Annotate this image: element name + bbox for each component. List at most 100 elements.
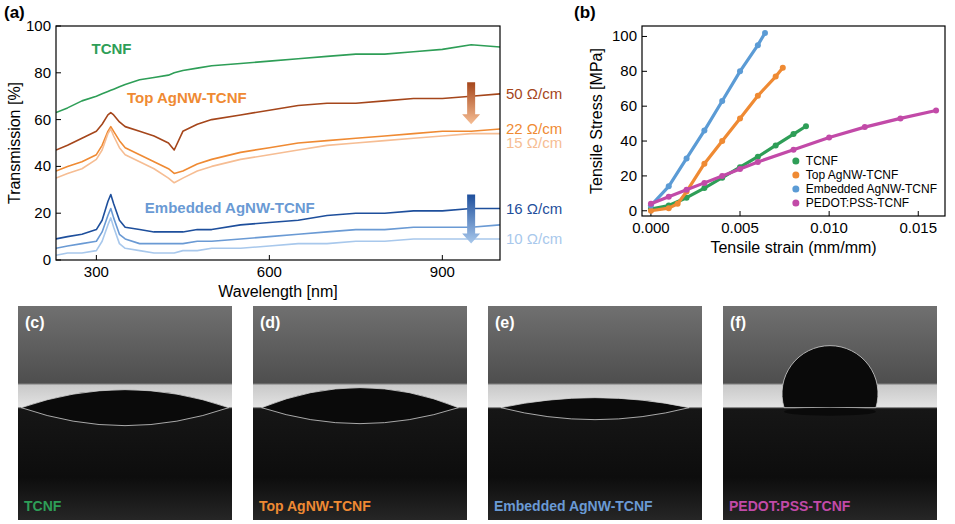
- x-tick-label: 600: [257, 263, 282, 280]
- y-tick-label: 0: [43, 251, 51, 268]
- chart-panel: (b)0.0000.0050.0100.015020406080100Tensi…: [574, 3, 945, 256]
- x-tick: [829, 211, 830, 216]
- y-tick: [56, 166, 61, 167]
- data-point: [773, 142, 779, 148]
- photo-background: [488, 306, 702, 520]
- photo-image: [18, 306, 232, 520]
- y-tick-label: 60: [34, 111, 51, 128]
- droplet: [262, 388, 459, 424]
- data-point: [648, 201, 654, 207]
- figure: (a)300600900020406080100Wavelength [nm]T…: [0, 0, 955, 524]
- legend: TCNFTop AgNW-TCNFEmbedded AgNW-TCNFPEDOT…: [792, 154, 937, 210]
- x-tick: [918, 211, 919, 216]
- y-tick: [642, 71, 647, 72]
- y-tick-label: 100: [26, 17, 51, 34]
- photo-background: [253, 306, 467, 520]
- series-line: [56, 218, 500, 255]
- data-point: [684, 187, 690, 193]
- x-tick-label: 300: [84, 263, 109, 280]
- series-line: [651, 111, 936, 204]
- x-tick: [442, 255, 443, 260]
- legend-marker: [792, 172, 799, 179]
- panel-label: (e): [495, 314, 515, 331]
- legend-marker: [792, 158, 799, 165]
- y-tick: [56, 72, 61, 73]
- y-tick-label: 80: [34, 64, 51, 81]
- y-tick-label: 60: [620, 97, 637, 114]
- y-tick-label: 100: [612, 27, 637, 44]
- data-point: [755, 159, 761, 165]
- panel-label: (b): [574, 3, 596, 22]
- y-tick: [642, 210, 647, 211]
- x-axis-title: Tensile strain (mm/mm): [710, 239, 876, 256]
- data-point: [666, 205, 672, 211]
- legend-label: TCNF: [806, 154, 838, 168]
- y-tick: [642, 141, 647, 142]
- series-line: [56, 194, 500, 238]
- data-point: [791, 147, 797, 153]
- x-tick-label: 0.015: [899, 219, 937, 236]
- photo-image: [723, 306, 937, 520]
- photo-panel: (d)Top AgNW-TCNF: [253, 306, 467, 520]
- data-point: [803, 123, 809, 129]
- photo-caption: Top AgNW-TCNF: [259, 498, 371, 514]
- y-tick-label: 80: [620, 62, 637, 79]
- y-tick-label: 40: [34, 157, 51, 174]
- photo-background: [18, 306, 232, 520]
- panel-label: (f): [730, 314, 746, 331]
- series-line: [56, 94, 500, 150]
- x-axis-title: Wavelength [nm]: [218, 283, 337, 300]
- data-point: [791, 131, 797, 137]
- data-point: [755, 42, 761, 48]
- x-tick: [269, 255, 270, 260]
- data-point: [666, 194, 672, 200]
- plot-frame: [56, 26, 500, 260]
- y-tick: [642, 106, 647, 107]
- group-annotation: Top AgNW-TCNF: [127, 89, 247, 106]
- data-point: [773, 74, 779, 80]
- data-point: [737, 68, 743, 74]
- data-point: [755, 93, 761, 99]
- droplet-reflection: [784, 408, 876, 416]
- series-line: [651, 33, 765, 206]
- x-tick: [96, 255, 97, 260]
- data-point: [933, 108, 939, 114]
- data-point: [897, 115, 903, 121]
- data-point: [762, 30, 768, 36]
- series-end-label: 50 Ω/cm: [506, 85, 562, 102]
- y-tick-label: 20: [34, 204, 51, 221]
- photo-caption: PEDOT:PSS-TCNF: [729, 498, 851, 514]
- photo-image: [253, 306, 467, 520]
- x-tick: [740, 211, 741, 216]
- data-point: [719, 98, 725, 104]
- x-tick-label: 900: [430, 263, 455, 280]
- series-end-label: 15 Ω/cm: [506, 134, 562, 151]
- data-point: [719, 138, 725, 144]
- data-area: [648, 30, 939, 214]
- droplet: [782, 346, 878, 408]
- x-tick-label: 0.005: [721, 219, 759, 236]
- droplet: [501, 398, 689, 420]
- x-tick-label: 0.000: [632, 219, 670, 236]
- data-point: [737, 166, 743, 172]
- data-point: [755, 154, 761, 160]
- data-point: [862, 124, 868, 130]
- photo-panel: (c)TCNF: [18, 306, 232, 520]
- series-line: [56, 129, 500, 183]
- group-annotation: Embedded AgNW-TCNF: [145, 199, 315, 216]
- data-point: [666, 183, 672, 189]
- y-tick: [642, 36, 647, 37]
- y-axis-title: Tensile Stress [MPa]: [588, 48, 605, 194]
- data-point: [648, 208, 654, 214]
- legend-marker: [792, 186, 799, 193]
- legend-label: Embedded AgNW-TCNF: [806, 182, 937, 196]
- y-tick-label: 0: [629, 202, 637, 219]
- trend-arrow: [462, 194, 480, 243]
- plot-frame: [642, 26, 945, 216]
- droplet: [21, 390, 229, 426]
- y-tick-label: 40: [620, 132, 637, 149]
- photo-caption: TCNF: [24, 498, 62, 514]
- data-area: [56, 45, 500, 256]
- data-point: [826, 135, 832, 141]
- series-label: TCNF: [92, 40, 132, 57]
